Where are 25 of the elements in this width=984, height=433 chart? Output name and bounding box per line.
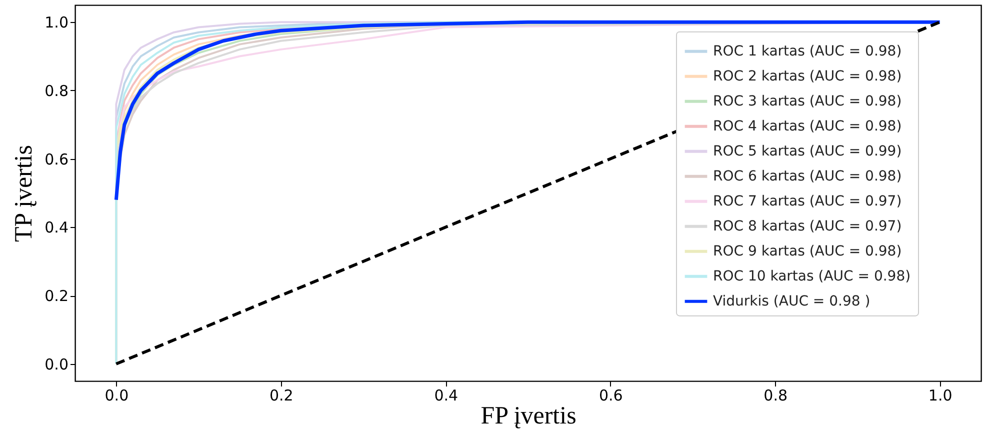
legend-label: ROC 1 kartas (AUC = 0.98) xyxy=(713,43,902,60)
legend-label: ROC 5 kartas (AUC = 0.99) xyxy=(713,143,902,160)
legend-label: ROC 9 kartas (AUC = 0.98) xyxy=(713,243,902,260)
legend-label: ROC 6 kartas (AUC = 0.98) xyxy=(713,168,902,184)
x-tick-label: 0.2 xyxy=(269,386,294,404)
y-tick-label: 0.0 xyxy=(44,355,68,374)
x-tick-label: 0.0 xyxy=(104,386,129,404)
y-tick-label: 1.0 xyxy=(44,14,68,32)
x-axis-title: FP įvertis xyxy=(480,402,576,430)
x-tick-label: 1.0 xyxy=(928,386,952,404)
y-axis-title: TP įvertis xyxy=(10,145,38,242)
legend-label: ROC 4 kartas (AUC = 0.98) xyxy=(713,118,902,134)
legend-label: ROC 7 kartas (AUC = 0.97) xyxy=(713,193,902,210)
y-tick-label: 0.2 xyxy=(44,287,68,306)
legend-label: ROC 10 kartas (AUC = 0.98) xyxy=(713,268,911,284)
y-tick-label: 0.4 xyxy=(44,218,68,237)
legend-label: ROC 2 kartas (AUC = 0.98) xyxy=(713,68,902,84)
x-tick-label: 0.4 xyxy=(434,386,458,404)
legend-label: ROC 8 kartas (AUC = 0.97) xyxy=(713,218,902,234)
x-tick-label: 0.6 xyxy=(598,386,623,404)
legend-label: ROC 3 kartas (AUC = 0.98) xyxy=(713,93,902,110)
y-tick-label: 0.8 xyxy=(44,82,68,100)
x-tick-label: 0.8 xyxy=(764,386,788,404)
legend-label: Vidurkis (AUC = 0.98 ) xyxy=(713,293,870,310)
y-tick-label: 0.6 xyxy=(44,150,68,168)
